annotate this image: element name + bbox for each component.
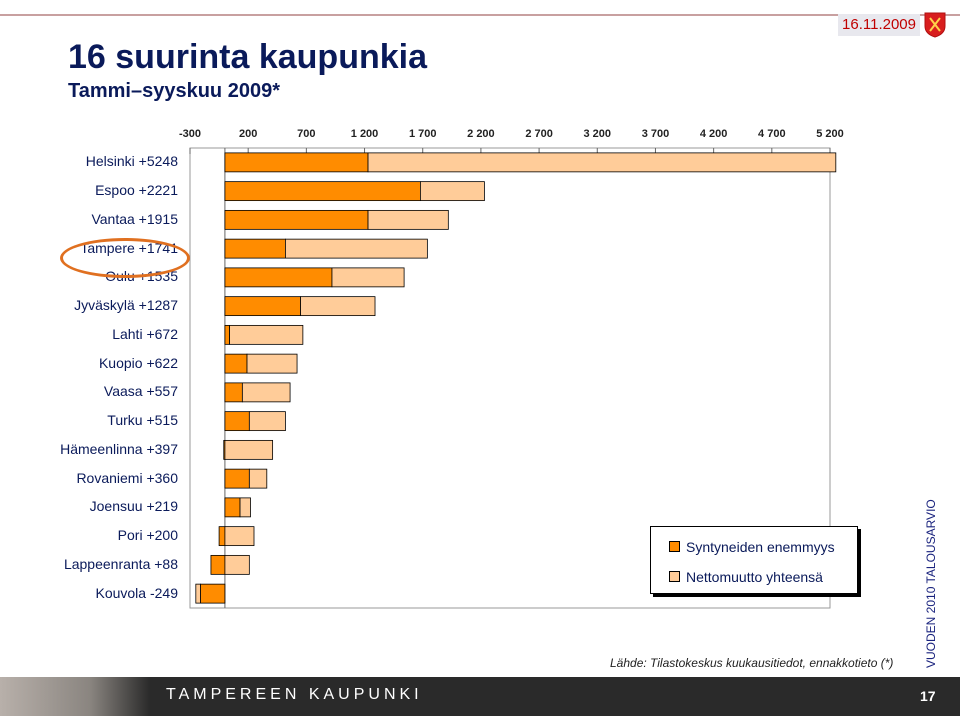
- top-rule: [0, 14, 960, 16]
- bar-migration: [331, 267, 405, 288]
- category-label: Kuopio +622: [98, 354, 178, 371]
- bar-migration: [239, 497, 251, 518]
- bar-migration: [248, 468, 268, 489]
- bar-births: [224, 238, 286, 259]
- bar-births: [224, 152, 369, 173]
- category-label: Lahti +672: [112, 325, 178, 342]
- bar-migration: [195, 583, 201, 604]
- legend-swatch-births: [669, 541, 680, 552]
- category-label: Lappeenranta +88: [63, 555, 178, 572]
- category-label: Vaasa +557: [103, 383, 178, 400]
- bar-births: [224, 411, 250, 432]
- category-label: Pori +200: [117, 527, 178, 544]
- tick-label: 200: [238, 128, 258, 140]
- tick-label: 1 200: [350, 128, 379, 140]
- side-caption: VUODEN 2010 TALOUSARVIO: [924, 499, 938, 668]
- bar-births: [224, 497, 241, 518]
- bar-births: [200, 583, 226, 604]
- bar-migration: [224, 439, 274, 460]
- tampere-highlight-ellipse: [60, 238, 190, 278]
- bar-migration: [224, 554, 250, 575]
- legend-label-births: Syntyneiden enemmyys: [686, 539, 835, 555]
- tick-label: 4 200: [699, 128, 728, 140]
- page-title: 16 suurinta kaupunkia: [68, 38, 427, 76]
- bar-migration: [229, 324, 304, 345]
- bar-migration: [285, 238, 428, 259]
- tick-label: -300: [178, 128, 202, 140]
- bar-migration: [248, 411, 286, 432]
- tick-label: 2 700: [525, 128, 553, 140]
- category-label: Vantaa +1915: [91, 210, 178, 227]
- bar-migration: [367, 209, 449, 230]
- category-label: Espoo +2221: [95, 182, 178, 199]
- bar-migration: [300, 296, 376, 317]
- bar-births: [224, 468, 250, 489]
- source-note: Lähde: Tilastokeskus kuukausitiedot, enn…: [610, 656, 894, 670]
- city-crest-icon: [924, 12, 946, 38]
- category-label: Hämeenlinna +397: [60, 440, 178, 457]
- footer-image: [0, 677, 150, 716]
- category-label: Kouvola -249: [95, 584, 178, 601]
- bar-births: [224, 181, 421, 202]
- bar-migration: [224, 526, 255, 547]
- legend-item-migration: Nettomuutto yhteensä: [669, 569, 823, 585]
- tick-label: 1 700: [408, 128, 437, 140]
- legend-item-births: Syntyneiden enemmyys: [669, 539, 835, 555]
- legend-label-migration: Nettomuutto yhteensä: [686, 569, 823, 585]
- bar-births: [218, 526, 226, 547]
- tick-label: 5 200: [816, 128, 844, 140]
- date-label: 16.11.2009: [838, 14, 920, 36]
- bar-births: [210, 554, 226, 575]
- bar-migration: [419, 181, 485, 202]
- footer-title: TAMPEREEN KAUPUNKI: [166, 686, 423, 703]
- tick-label: 3 200: [583, 128, 612, 140]
- category-label: Joensuu +219: [89, 498, 178, 515]
- page-number: 17: [920, 688, 936, 704]
- bar-births: [224, 353, 248, 374]
- bar-migration: [367, 152, 837, 173]
- tick-label: 4 700: [758, 128, 786, 140]
- plot-frame: [189, 147, 831, 609]
- category-label: Jyväskylä +1287: [74, 297, 178, 314]
- bar-births: [224, 267, 333, 288]
- footer-bar: TAMPEREEN KAUPUNKI 17: [0, 677, 960, 716]
- bar-migration: [241, 382, 291, 403]
- legend-swatch-migration: [669, 571, 680, 582]
- page-subtitle: Tammi–syyskuu 2009*: [68, 80, 280, 102]
- tick-label: 700: [297, 128, 316, 140]
- tick-label: 3 700: [641, 128, 670, 140]
- category-label: Turku +515: [107, 412, 178, 429]
- category-label: Rovaniemi +360: [76, 469, 178, 486]
- bar-migration: [246, 353, 298, 374]
- bar-births: [224, 209, 369, 230]
- bar-births: [224, 382, 243, 403]
- category-label: Helsinki +5248: [85, 153, 178, 170]
- tick-label: 2 200: [467, 128, 495, 140]
- chart-legend: Syntyneiden enemmyys Nettomuutto yhteens…: [650, 526, 858, 594]
- bar-births: [224, 296, 301, 317]
- bar-births: [224, 324, 230, 345]
